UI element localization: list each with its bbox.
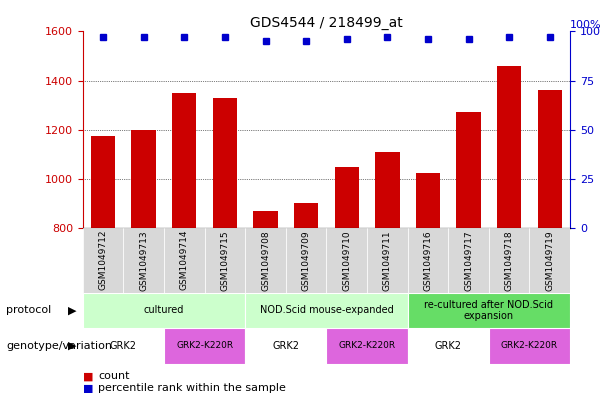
Bar: [83, 228, 123, 293]
Text: GRK2-K220R: GRK2-K220R: [176, 342, 233, 350]
Bar: [497, 66, 521, 228]
Text: ▶: ▶: [68, 305, 77, 316]
Bar: [416, 173, 440, 228]
Text: NOD.Scid mouse-expanded: NOD.Scid mouse-expanded: [259, 305, 394, 316]
Text: GSM1049715: GSM1049715: [221, 230, 229, 290]
Text: GSM1049716: GSM1049716: [424, 230, 432, 290]
Bar: [335, 167, 359, 228]
Bar: [326, 328, 408, 364]
Bar: [326, 228, 367, 293]
Text: GRK2: GRK2: [272, 341, 299, 351]
Bar: [489, 328, 570, 364]
Bar: [375, 152, 400, 228]
Bar: [538, 90, 562, 228]
Text: ▶: ▶: [68, 341, 77, 351]
Bar: [83, 293, 245, 328]
Bar: [131, 130, 156, 228]
Bar: [91, 136, 115, 228]
Text: GSM1049714: GSM1049714: [180, 230, 189, 290]
Bar: [253, 211, 278, 228]
Text: ■: ■: [83, 383, 93, 393]
Text: 100%: 100%: [570, 20, 602, 31]
Text: percentile rank within the sample: percentile rank within the sample: [98, 383, 286, 393]
Bar: [456, 112, 481, 228]
Text: GSM1049713: GSM1049713: [139, 230, 148, 290]
Bar: [245, 328, 326, 364]
Text: GRK2-K220R: GRK2-K220R: [501, 342, 558, 350]
Bar: [448, 228, 489, 293]
Text: ■: ■: [83, 371, 93, 382]
Text: GSM1049711: GSM1049711: [383, 230, 392, 290]
Text: GSM1049708: GSM1049708: [261, 230, 270, 290]
Bar: [172, 93, 196, 228]
Bar: [123, 228, 164, 293]
Text: GRK2-K220R: GRK2-K220R: [338, 342, 395, 350]
Text: re-cultured after NOD.Scid
expansion: re-cultured after NOD.Scid expansion: [424, 300, 554, 321]
Text: GSM1049719: GSM1049719: [546, 230, 554, 290]
Text: GRK2: GRK2: [110, 341, 137, 351]
Text: cultured: cultured: [144, 305, 184, 316]
Bar: [294, 204, 318, 228]
Bar: [489, 228, 530, 293]
Bar: [408, 293, 570, 328]
Bar: [286, 228, 326, 293]
Bar: [367, 228, 408, 293]
Title: GDS4544 / 218499_at: GDS4544 / 218499_at: [250, 17, 403, 30]
Bar: [213, 98, 237, 228]
Bar: [245, 293, 408, 328]
Bar: [205, 228, 245, 293]
Text: GSM1049709: GSM1049709: [302, 230, 311, 290]
Bar: [245, 228, 286, 293]
Text: genotype/variation: genotype/variation: [6, 341, 112, 351]
Bar: [408, 328, 489, 364]
Text: GSM1049710: GSM1049710: [342, 230, 351, 290]
Bar: [164, 228, 205, 293]
Text: GSM1049717: GSM1049717: [464, 230, 473, 290]
Bar: [164, 328, 245, 364]
Text: GSM1049718: GSM1049718: [504, 230, 514, 290]
Bar: [530, 228, 570, 293]
Text: GSM1049712: GSM1049712: [99, 230, 107, 290]
Bar: [408, 228, 448, 293]
Text: GRK2: GRK2: [435, 341, 462, 351]
Text: count: count: [98, 371, 129, 382]
Text: protocol: protocol: [6, 305, 51, 316]
Bar: [83, 328, 164, 364]
